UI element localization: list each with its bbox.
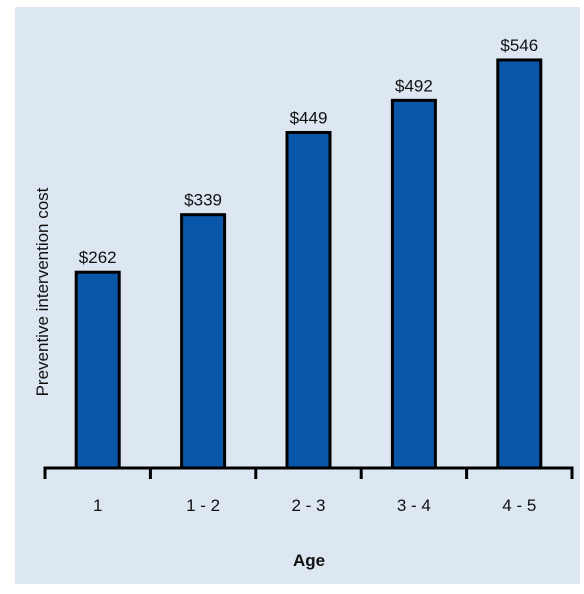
data-labels-group: $262 $339 $449 $492 $546 xyxy=(79,36,538,267)
bar-1-2 xyxy=(180,213,227,470)
x-tick-labels-group: 1 1 - 2 2 - 3 3 - 4 4 - 5 xyxy=(93,496,536,515)
data-label: $492 xyxy=(395,76,433,95)
x-tick-label: 1 - 2 xyxy=(186,496,220,515)
y-axis-label: Preventive intervention cost xyxy=(33,187,52,396)
bar-4-5 xyxy=(496,58,543,470)
x-tick-label: 4 - 5 xyxy=(502,496,536,515)
chart-panel: $262 $339 $449 $492 $546 1 1 - 2 2 - 3 3 - 4 4 -… xyxy=(15,7,580,584)
bar-chart: $262 $339 $449 $492 $546 1 1 - 2 2 - 3 3 - 4 4 -… xyxy=(15,7,580,584)
x-tick-label: 3 - 4 xyxy=(397,496,431,515)
bar-2-3 xyxy=(285,130,332,470)
x-tick-label: 2 - 3 xyxy=(291,496,325,515)
x-tick-label: 1 xyxy=(93,496,102,515)
data-label: $262 xyxy=(79,248,117,267)
data-label: $546 xyxy=(500,36,538,55)
data-label: $339 xyxy=(184,191,222,210)
bar-3-4 xyxy=(390,98,437,470)
bar-1 xyxy=(74,270,121,470)
bars-group xyxy=(74,58,543,470)
x-ticks-group xyxy=(43,468,574,479)
data-label: $449 xyxy=(290,108,328,127)
x-axis-label: Age xyxy=(293,551,325,570)
